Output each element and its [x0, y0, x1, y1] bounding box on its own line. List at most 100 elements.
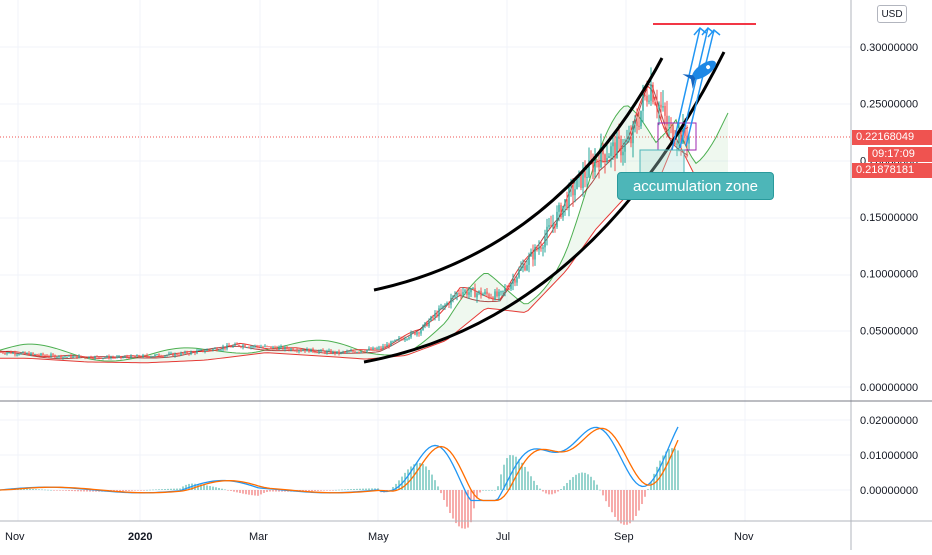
candle-body [506, 288, 508, 290]
candle-body [628, 137, 630, 141]
candle-body [492, 297, 494, 300]
candle-body [600, 144, 602, 168]
candle-body [226, 345, 228, 349]
histogram-bar [566, 482, 568, 490]
histogram-bar [539, 488, 541, 490]
candle-body [364, 351, 366, 353]
candle-body [548, 225, 550, 227]
candle-body [336, 351, 338, 354]
candle-body [482, 294, 484, 296]
candle-body [472, 288, 474, 290]
histogram-bar [77, 490, 79, 492]
candle-body [102, 357, 104, 359]
histogram-bar [179, 488, 181, 490]
candle-body [56, 357, 58, 359]
candle-body [346, 351, 348, 353]
histogram-bar [617, 490, 619, 521]
candle-body [80, 355, 82, 357]
histogram-bar [377, 488, 379, 490]
candle-body [214, 348, 216, 350]
candle-body [100, 357, 102, 359]
candle-body [434, 313, 436, 318]
histogram-bar [446, 490, 448, 507]
candle-body [474, 288, 476, 298]
histogram-bar [512, 455, 514, 490]
candle-body [510, 283, 512, 289]
histogram-bar [68, 490, 70, 491]
indicator-axis[interactable]: 0.02000000 0.01000000 0.00000000 [860, 415, 918, 497]
candle-body [16, 354, 18, 356]
candle-body [442, 305, 444, 309]
histogram-bar [182, 486, 184, 490]
histogram-bar [620, 490, 622, 524]
accumulation-zone-callout[interactable]: accumulation zone [617, 172, 774, 200]
candle-body [28, 353, 30, 356]
histogram-bar [272, 490, 274, 492]
candle-body [542, 247, 544, 249]
candle-body [668, 124, 670, 126]
candle-body [420, 330, 422, 334]
time-axis[interactable]: Nov 2020 Mar May Jul Sep Nov [5, 531, 754, 543]
candle-body [562, 206, 564, 218]
candle-body [400, 338, 402, 340]
candle-body [48, 356, 50, 358]
histogram-bar [338, 489, 340, 491]
candle-body [624, 142, 626, 152]
candle-body [74, 355, 76, 357]
histogram-bar [128, 490, 130, 491]
histogram-bar [641, 490, 643, 505]
histogram-bar [209, 485, 211, 490]
histogram-bar [371, 488, 373, 490]
histogram-bar [473, 490, 475, 509]
candle-body [310, 348, 312, 353]
last-price-tag: 0.22168049 [852, 130, 932, 145]
candle-body [30, 352, 32, 356]
histogram-bar [305, 490, 307, 492]
candle-body [382, 346, 384, 349]
candle-body [598, 161, 600, 168]
candle-body [580, 173, 582, 188]
candle-body [372, 347, 374, 350]
candle-body [252, 346, 254, 348]
currency-button[interactable]: USD [877, 5, 907, 23]
histogram-bar [503, 464, 505, 490]
candle-body [592, 161, 594, 172]
candle-body [540, 247, 542, 249]
candle-body [410, 332, 412, 338]
candle-body [636, 121, 638, 126]
candle-body [118, 356, 120, 358]
candle-body [96, 356, 98, 358]
histogram-bar [518, 459, 520, 490]
candle-body [212, 348, 214, 351]
histogram-bar [44, 489, 46, 491]
histogram-bar [125, 490, 127, 492]
candle-body [14, 352, 16, 355]
candle-body [374, 347, 376, 350]
histogram-bar [482, 490, 484, 491]
candle-body [394, 339, 396, 342]
candle-body [190, 351, 192, 355]
candle-body [70, 355, 72, 358]
histogram-bar [326, 490, 328, 491]
histogram-bar [674, 448, 676, 490]
candle-body [422, 325, 424, 331]
histogram-bar [353, 488, 355, 490]
histogram-bar [350, 489, 352, 490]
price-tick-label: 0.05000000 [860, 325, 918, 337]
candle-body [634, 121, 636, 125]
candle-body [114, 357, 116, 359]
histogram-bar [278, 490, 280, 492]
candle-body [186, 351, 188, 354]
histogram-bar [119, 490, 121, 492]
histogram-bar [431, 474, 433, 490]
candle-body [632, 124, 634, 144]
candle-body [20, 352, 22, 355]
histogram-bar [668, 449, 670, 490]
histogram-bar [449, 490, 451, 514]
candle-body [386, 344, 388, 347]
candle-body [58, 355, 60, 358]
time-tick-label: Mar [249, 531, 268, 543]
candle-body [314, 351, 316, 353]
candle-body [134, 356, 136, 358]
